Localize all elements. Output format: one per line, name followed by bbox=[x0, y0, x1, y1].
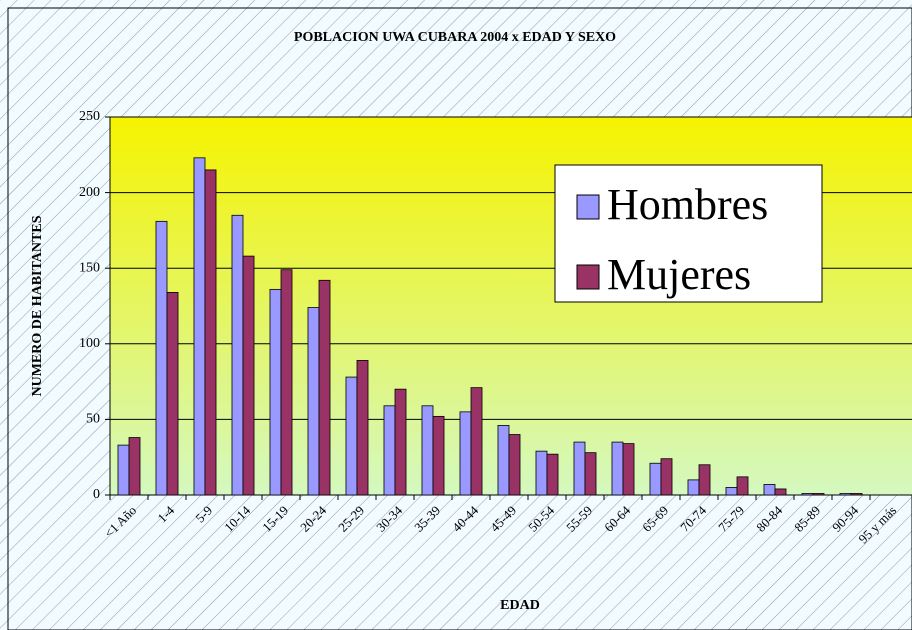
bar bbox=[307, 307, 320, 496]
bar bbox=[774, 488, 787, 496]
bar bbox=[280, 269, 293, 496]
bar bbox=[231, 214, 244, 496]
bar bbox=[117, 444, 130, 496]
bar bbox=[508, 434, 521, 496]
y-tick-label: 250 bbox=[79, 109, 100, 124]
bar bbox=[128, 437, 141, 496]
bar bbox=[497, 425, 510, 496]
bar bbox=[242, 255, 255, 496]
bar bbox=[269, 288, 282, 496]
bar bbox=[801, 493, 814, 496]
bar bbox=[725, 487, 738, 496]
y-axis-label: NUMERO DE HABITANTES bbox=[30, 215, 45, 396]
bar bbox=[736, 476, 749, 496]
frame bbox=[7, 7, 912, 630]
bar bbox=[166, 291, 179, 496]
legend-swatch bbox=[576, 194, 600, 220]
bar bbox=[573, 441, 586, 496]
bar bbox=[763, 484, 776, 496]
bar bbox=[421, 405, 434, 496]
bar bbox=[155, 220, 168, 496]
y-tick-label: 150 bbox=[79, 260, 100, 275]
bar bbox=[687, 479, 700, 496]
chart-title: POBLACION UWA CUBARA 2004 x EDAD Y SEXO bbox=[294, 30, 616, 45]
bar bbox=[611, 441, 624, 496]
bar bbox=[383, 405, 396, 496]
bar bbox=[698, 464, 711, 496]
bar bbox=[432, 415, 445, 496]
bar bbox=[660, 458, 673, 496]
bar bbox=[839, 493, 852, 496]
legend: Hombres Mujeres bbox=[554, 164, 823, 303]
legend-label: Hombres bbox=[607, 180, 768, 229]
bar bbox=[318, 279, 331, 496]
legend-label: Mujeres bbox=[607, 250, 751, 299]
x-axis-label: EDAD bbox=[500, 598, 540, 613]
bar bbox=[546, 453, 559, 496]
bar bbox=[459, 411, 472, 496]
legend-swatch bbox=[576, 264, 600, 290]
y-tick-label: 0 bbox=[93, 487, 100, 502]
bar bbox=[584, 452, 597, 496]
y-tick-label: 200 bbox=[79, 185, 100, 200]
bar bbox=[649, 462, 662, 496]
bar bbox=[394, 388, 407, 496]
bar bbox=[622, 443, 635, 496]
bar bbox=[850, 493, 863, 496]
bar bbox=[812, 493, 825, 496]
bar bbox=[204, 169, 217, 496]
bar bbox=[193, 157, 206, 496]
y-tick-label: 50 bbox=[86, 412, 100, 427]
y-tick-label: 100 bbox=[79, 336, 100, 351]
bar bbox=[535, 450, 548, 496]
bar bbox=[345, 376, 358, 496]
bar bbox=[470, 387, 483, 496]
bar bbox=[356, 360, 369, 496]
